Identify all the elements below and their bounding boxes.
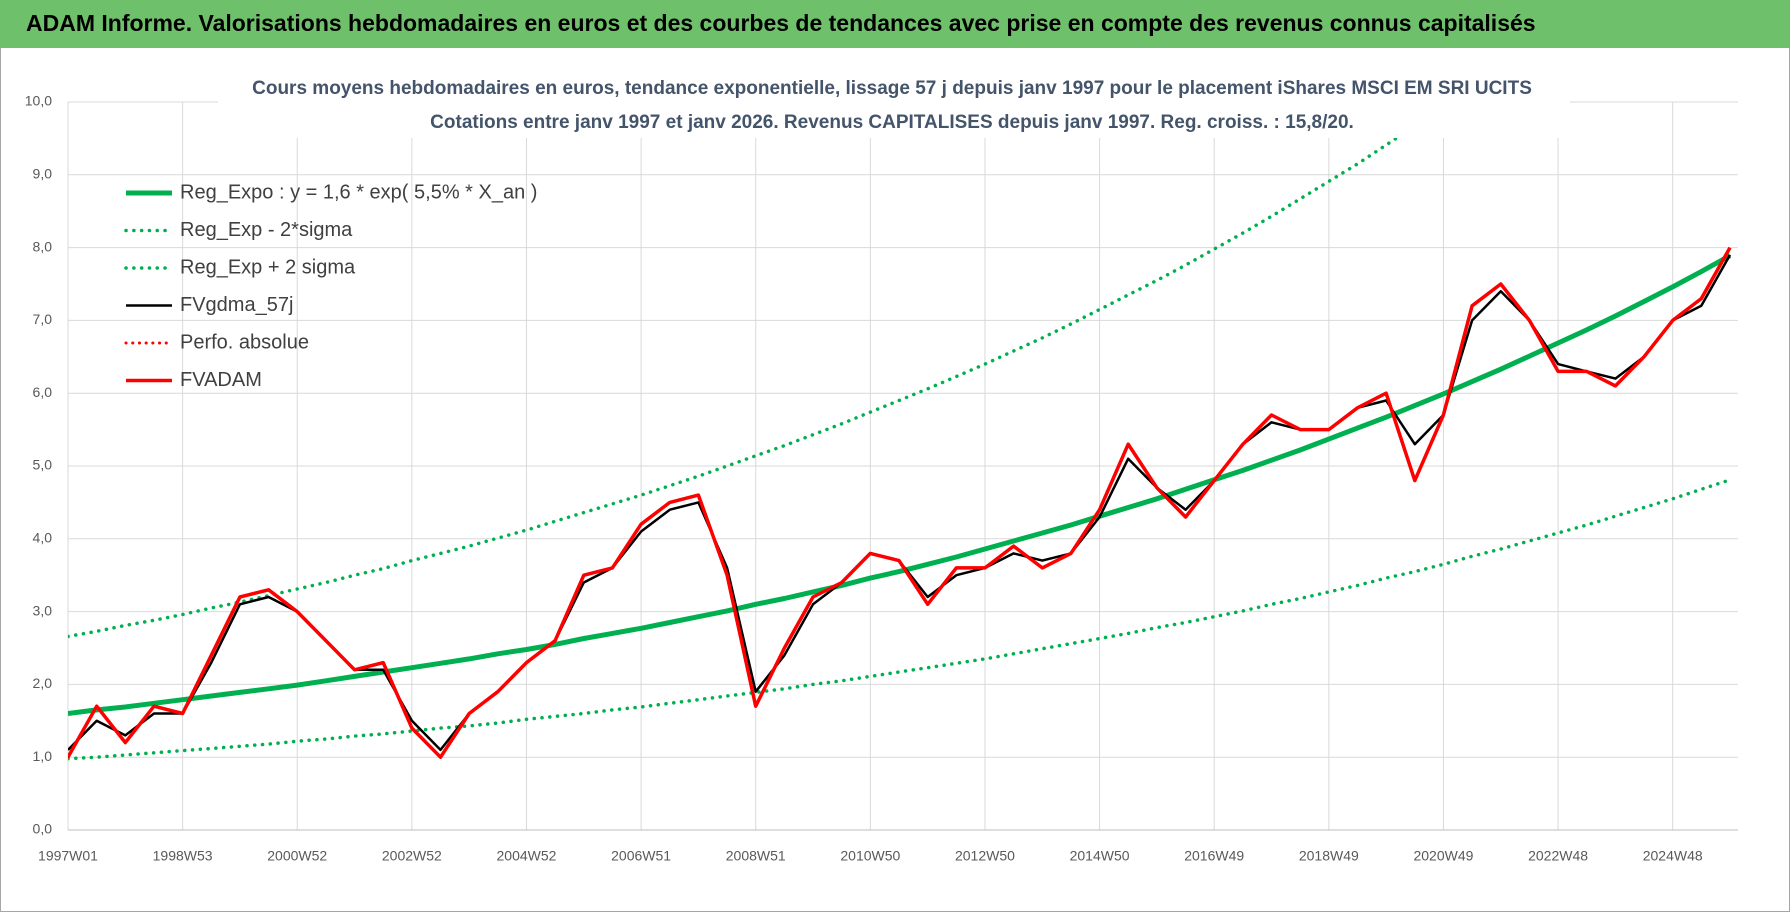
y-tick-label: 4,0	[33, 530, 53, 546]
series-line	[68, 478, 1732, 761]
y-tick-label: 3,0	[33, 602, 53, 618]
legend-label: FVgdma_57j	[180, 294, 293, 316]
y-tick-label: 8,0	[33, 238, 53, 254]
x-tick-label: 2012W50	[955, 848, 1015, 864]
series-line	[68, 253, 1732, 716]
x-tick-label: 2024W48	[1643, 848, 1703, 864]
legend-label: FVADAM	[180, 369, 262, 391]
header-bar	[0, 0, 1790, 48]
plot-area	[68, 101, 1732, 761]
y-tick-label: 5,0	[33, 457, 53, 473]
series-line	[68, 101, 1455, 639]
title-background	[218, 68, 1570, 138]
x-tick-label: 2014W50	[1070, 848, 1130, 864]
x-tick-label: 2020W49	[1413, 848, 1473, 864]
x-tick-label: 2016W49	[1184, 848, 1244, 864]
y-tick-label: 6,0	[33, 384, 53, 400]
x-tick-label: 2006W51	[611, 848, 671, 864]
y-tick-label: 1,0	[33, 748, 53, 764]
x-tick-label: 2022W48	[1528, 848, 1588, 864]
y-tick-label: 0,0	[33, 821, 53, 837]
chart-subtitle: Cotations entre janv 1997 et janv 2026. …	[430, 112, 1354, 133]
legend-label: Reg_Exp - 2*sigma	[180, 219, 353, 241]
series-line	[68, 246, 1732, 759]
legend-label: Reg_Expo : y = 1,6 * exp( 5,5% * X_an )	[180, 181, 537, 203]
y-tick-label: 7,0	[33, 311, 53, 327]
x-tick-label: 2010W50	[840, 848, 900, 864]
y-tick-label: 10,0	[25, 93, 52, 109]
y-tick-label: 2,0	[33, 675, 53, 691]
legend-label: Perfo. absolue	[180, 331, 309, 353]
x-tick-label: 2002W52	[382, 848, 442, 864]
x-tick-label: 2008W51	[726, 848, 786, 864]
x-tick-label: 2004W52	[497, 848, 557, 864]
x-tick-label: 1998W53	[153, 848, 213, 864]
header-title: ADAM Informe. Valorisations hebdomadaire…	[26, 10, 1536, 36]
y-tick-label: 9,0	[33, 166, 53, 182]
legend-label: Reg_Exp + 2 sigma	[180, 256, 356, 278]
chart-title: Cours moyens hebdomadaires en euros, ten…	[252, 78, 1532, 99]
x-tick-label: 2000W52	[267, 848, 327, 864]
grid: 0,0 1,0 2,0 3,0 4,0 5,0 6,0 7,0 8,0 9,0 10,0 1997W0…	[25, 93, 1738, 864]
legend: Reg_Expo : y = 1,6 * exp( 5,5% * X_an ) R…	[124, 181, 537, 391]
x-tick-label: 1997W01	[38, 848, 98, 864]
x-tick-label: 2018W49	[1299, 848, 1359, 864]
